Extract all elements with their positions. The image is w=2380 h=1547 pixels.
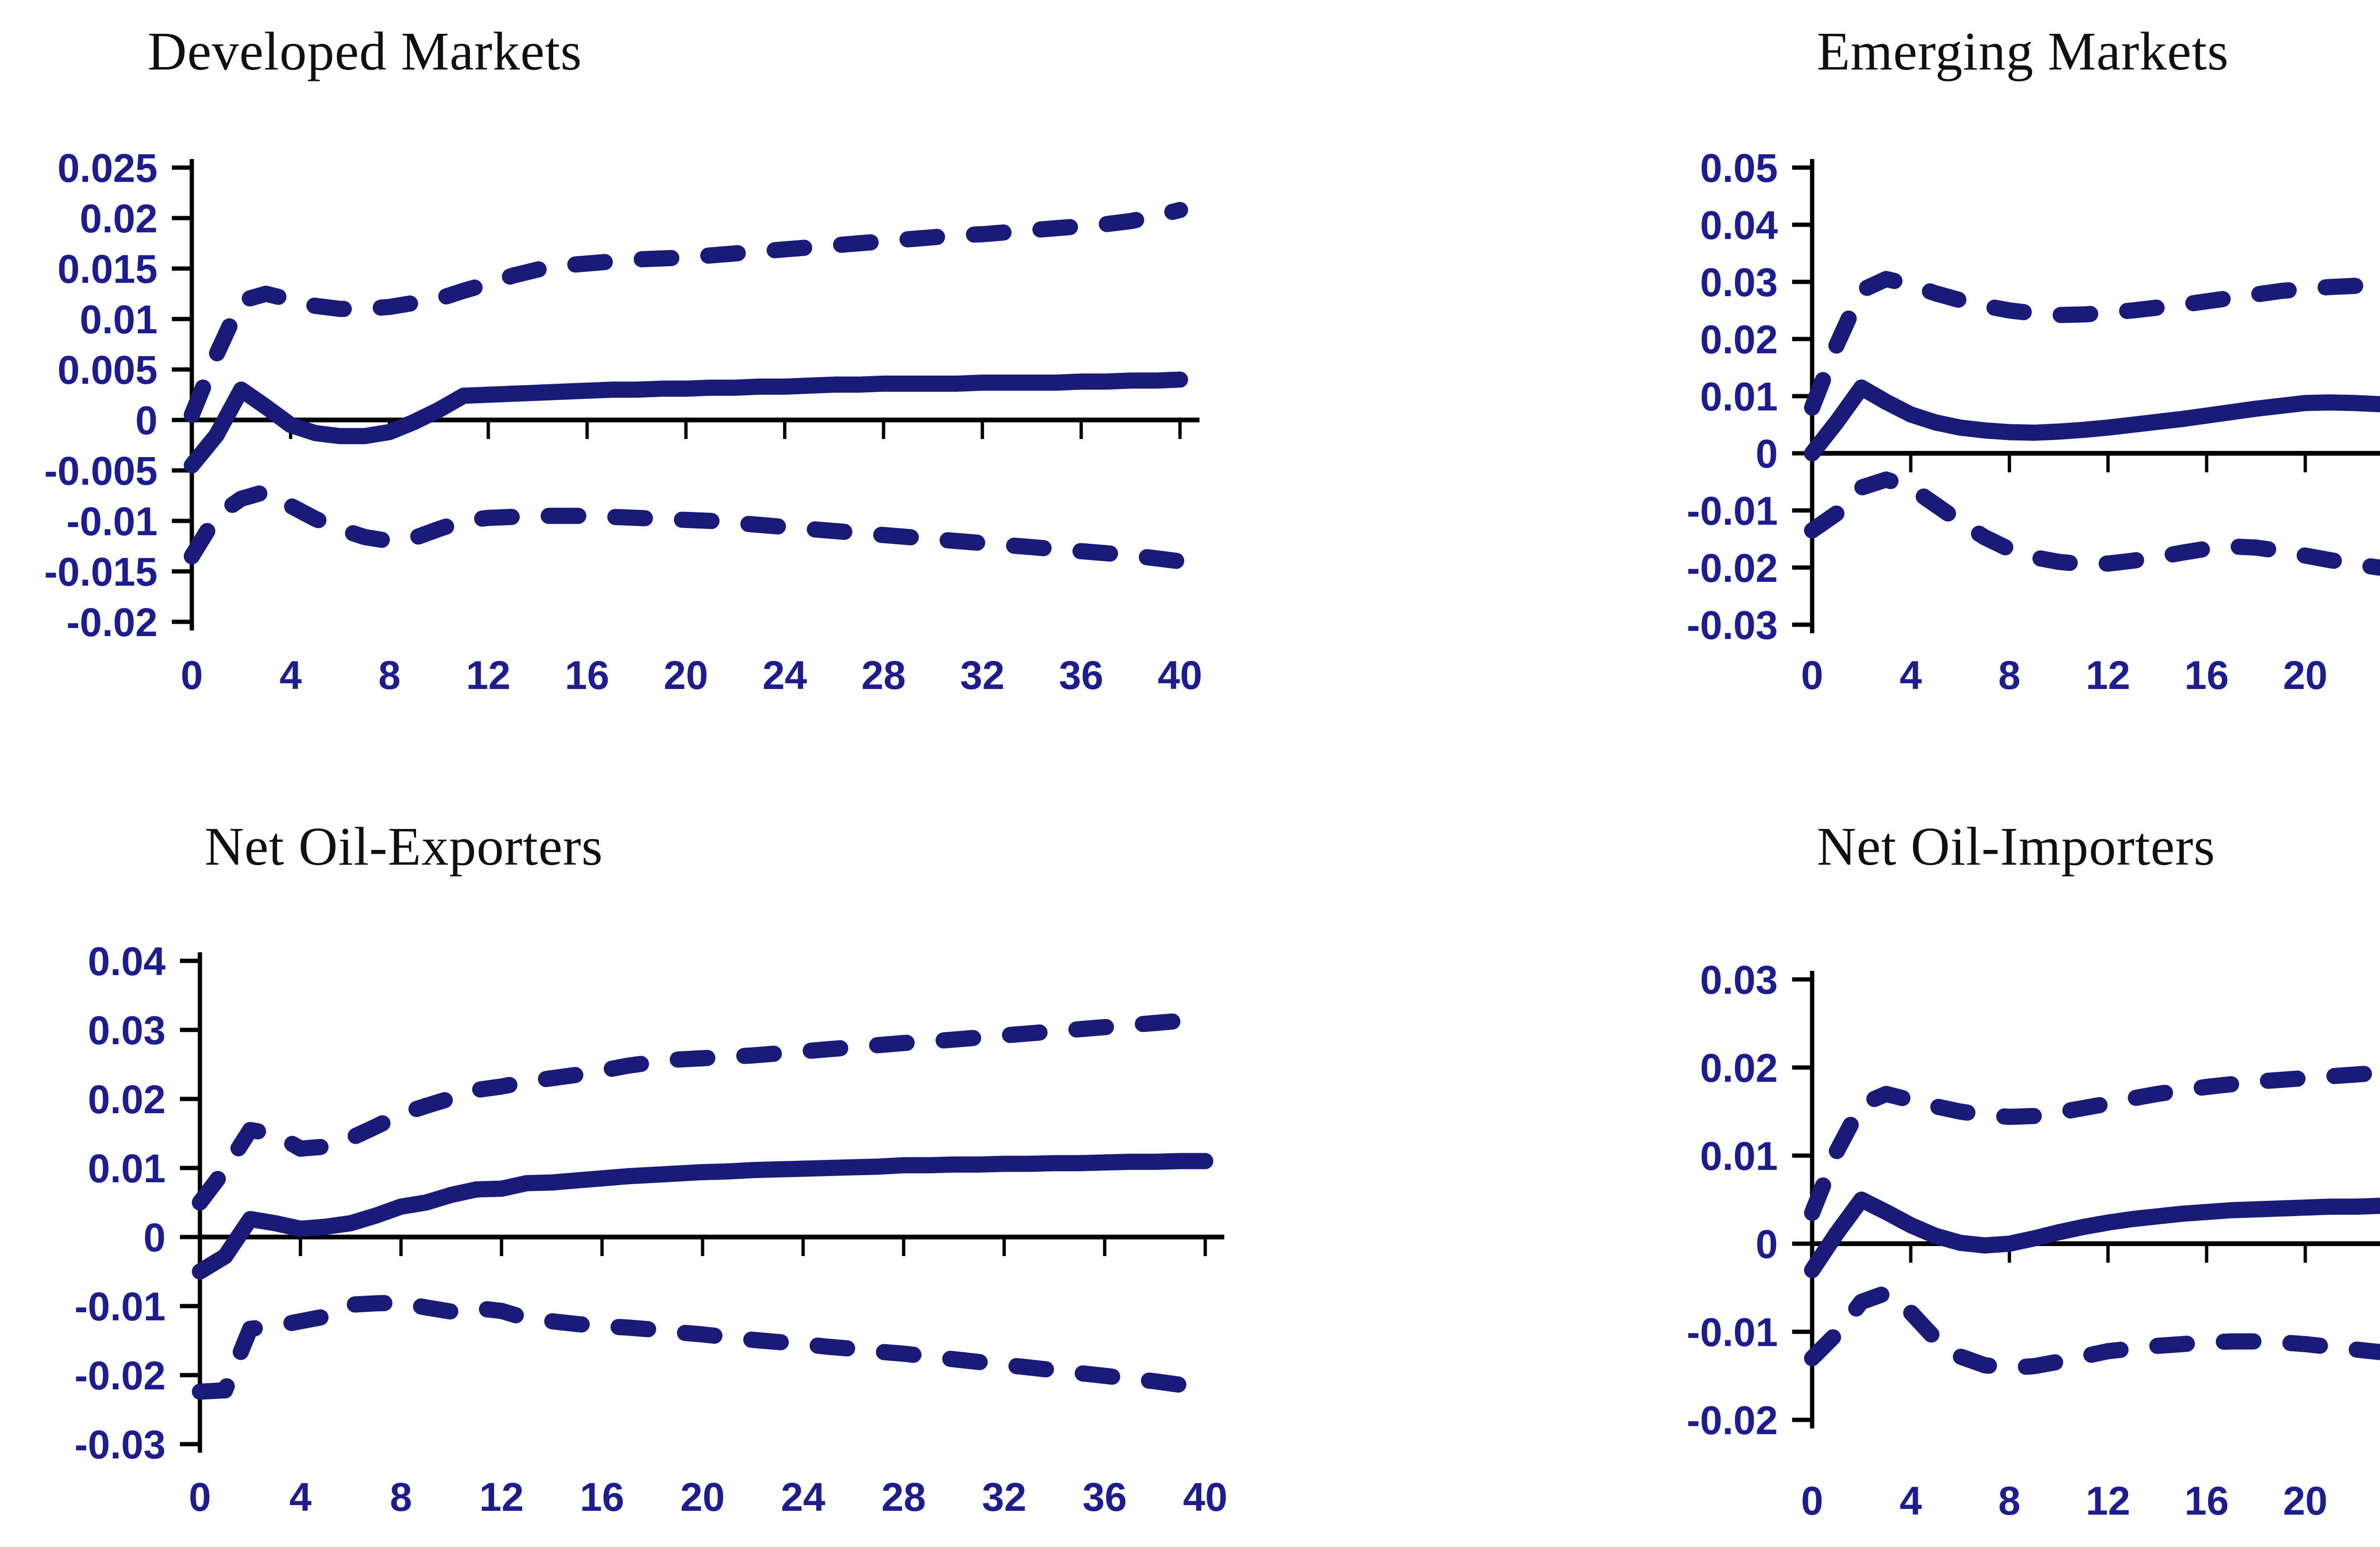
chart-net-oil-exporters: Net Oil-Exporters 0.04 0.03 0.02 0.01 0 -0.01… [0,773,1433,1547]
series-impulse-response [1804,379,2380,461]
y-tick-label: 0.005 [58,348,158,392]
x-tick-label: 20 [2283,1478,2327,1523]
x-tick-label: 0 [189,1475,211,1519]
x-tick-label: 20 [664,653,708,698]
y-tick-label: 0 [143,1215,166,1260]
x-tick-label: 24 [781,1475,825,1519]
y-tick-label: 0.01 [88,1146,166,1191]
x-tick-label: 40 [1158,653,1202,698]
x-tick-label: 16 [565,653,609,698]
y-tick-label: 0.015 [58,247,158,291]
y-tick-label: 0.025 [58,146,158,190]
series-lower-confidence-band [184,483,1188,569]
emerging-markets-plot: 0.05 0.04 0.03 0.02 0.01 0 -0.01 -0.02 -0.03 0 4 8 1… [1687,146,2380,698]
y-tick-label: 0.03 [1700,958,1778,1002]
y-tick-label: 0.02 [1700,317,1778,362]
x-tick-label: 4 [289,1475,312,1519]
y-tick-label: -0.03 [1687,603,1778,648]
series-lower-confidence-band [192,1294,1213,1400]
x-tick-label: 16 [2184,653,2229,698]
x-tick-label: 0 [1801,1478,1824,1523]
y-tick-label: -0.015 [44,549,158,594]
series-upper-confidence-band [192,1010,1213,1211]
chart-title-net-oil-exporters: Net Oil-Exporters [205,816,603,877]
x-tick-label: 4 [279,653,302,698]
net-oil-importers-plot: 0.030.020.010-0.01-0.0204812162024283236… [1687,958,2380,1523]
chart-title-emerging-markets: Emerging Markets [1817,21,2229,81]
y-tick-label: -0.02 [1687,1398,1778,1443]
y-tick-label: 0.05 [1700,146,1778,190]
x-tick-label: 36 [1059,653,1103,698]
x-tick-label: 32 [982,1475,1026,1519]
y-tick-label: 0.02 [1700,1046,1778,1090]
series-impulse-response [184,371,1188,474]
series-impulse-response [1804,1191,2380,1278]
series-upper-confidence-band [1804,1064,2380,1221]
y-tick-label: 0.01 [1700,1134,1778,1178]
x-tick-label: 8 [390,1475,412,1519]
chart-title-developed-markets: Developed Markets [148,21,582,81]
y-tick-label: 0.01 [1700,374,1778,419]
y-tick-label: 0.01 [80,297,158,342]
y-tick-label: 0.02 [88,1077,166,1122]
series-lower-confidence-band [1804,1285,2380,1376]
y-tick-label: 0.02 [80,196,158,241]
x-tick-label: 12 [2086,1478,2130,1523]
y-tick-label: 0.04 [1700,203,1778,248]
series-upper-confidence-band [1804,271,2380,416]
x-tick-label: 16 [2184,1478,2229,1523]
x-tick-label: 20 [680,1475,724,1519]
x-tick-label: 28 [882,1475,926,1519]
x-tick-label: 40 [1183,1475,1227,1519]
y-tick-label: -0.01 [1687,489,1778,533]
x-tick-label: 32 [960,653,1004,698]
y-tick-label: -0.02 [67,600,158,645]
x-tick-label: 24 [763,653,807,698]
net-oil-exporters-plot: 0.04 0.03 0.02 0.01 0 -0.01 -0.02 -0.03 0 4 8 12 16 2… [75,939,1228,1519]
y-tick-label: -0.01 [1687,1310,1778,1355]
x-tick-label: 8 [378,653,401,698]
y-tick-label: 0.04 [88,939,166,984]
developed-markets-plot: 0.025 0.02 0.015 0.01 0.005 0 -0.005 -0.01 -0.01… [44,146,1202,698]
series-lower-confidence-band [1804,471,2380,576]
x-tick-label: 36 [1082,1475,1127,1519]
y-tick-label: -0.01 [75,1284,166,1329]
x-tick-label: 28 [861,653,905,698]
series-impulse-response [192,1153,1213,1280]
y-tick-label: 0.03 [88,1008,166,1053]
x-tick-label: 4 [1900,653,1922,698]
y-tick-label: -0.005 [44,449,158,493]
y-tick-label: 0.03 [1700,260,1778,305]
y-tick-label: 0 [1755,1222,1778,1267]
chart-title-net-oil-importers: Net Oil-Importers [1817,816,2215,877]
y-tick-label: -0.03 [75,1422,166,1467]
y-tick-label: 0 [135,398,158,443]
chart-net-oil-importers: Net Oil-Importers 0.03 0.02 0.01 0 -0.01 -0.0… [1464,773,2380,1547]
x-tick-label: 8 [1998,653,2021,698]
x-tick-label: 20 [2283,653,2327,698]
y-tick-label: -0.02 [1687,546,1778,590]
chart-developed-markets: Developed Markets 0.025 0.02 0.015 0.01 0.00… [0,0,1433,773]
x-tick-label: 16 [580,1475,624,1519]
x-tick-label: 0 [1801,653,1824,698]
y-tick-label: 0 [1755,431,1778,476]
x-tick-label: 12 [466,653,510,698]
x-tick-label: 4 [1900,1478,1922,1523]
x-tick-label: 0 [181,653,203,698]
x-tick-label: 8 [1998,1478,2021,1523]
y-tick-label: -0.02 [75,1353,166,1398]
x-tick-label: 12 [479,1475,524,1519]
chart-emerging-markets: Emerging Markets 0.05 0.04 0.03 0.02 0.01 0 -0… [1464,0,2380,773]
y-tick-label: -0.01 [67,499,158,544]
x-tick-label: 12 [2086,653,2130,698]
